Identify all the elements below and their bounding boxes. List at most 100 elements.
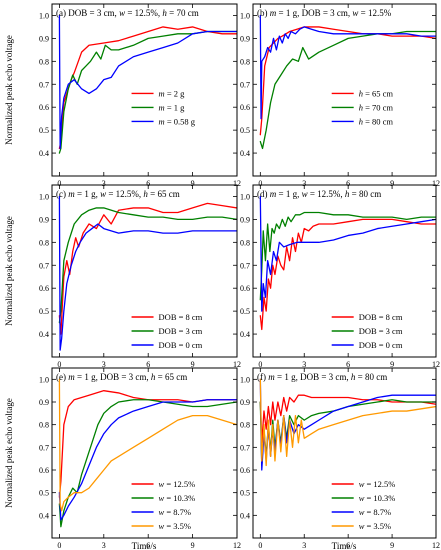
legend: DOB = 8 cm DOB = 3 cm DOB = 0 cm — [331, 312, 403, 350]
legend-label: w = 12.5% — [359, 479, 396, 489]
plot-frame — [252, 367, 437, 539]
x-tick-label: 12 — [432, 360, 440, 369]
x-axis-title: Time/s — [332, 541, 357, 550]
y-tick-label: 0.4 — [240, 330, 250, 339]
x-tick-label: 0 — [57, 179, 61, 188]
plot-frame — [252, 3, 437, 177]
panel-c: 0 3 6 9 12 0.4 0.5 0.6 0.7 0.8 0.9 1.0 (c) m = 1 g, … — [39, 184, 241, 369]
y-tick-label: 0.6 — [39, 103, 49, 112]
series-line-2 — [58, 207, 237, 324]
x-tick-label: 0 — [258, 541, 262, 550]
y-tick-label: 0.6 — [240, 466, 250, 475]
y-tick-label: 0.7 — [240, 80, 250, 89]
legend-label: DOB = 0 cm — [159, 340, 203, 350]
panel-b: 0 3 6 9 12 0.4 0.5 0.6 0.7 0.8 0.9 1.0 (b) m = 1 g, … — [240, 3, 440, 188]
series-group — [58, 14, 237, 154]
legend-label: w = 3.5% — [359, 521, 391, 531]
y-tick-label: 0.9 — [240, 398, 250, 407]
legend-label: w = 8.7% — [159, 507, 191, 517]
y-tick-label: 0.9 — [39, 215, 49, 224]
panel-title: (f) m = 1 g, DOB = 3 cm, h = 80 cm — [257, 372, 387, 382]
series-group — [259, 378, 436, 471]
x-tick-label: 6 — [146, 360, 150, 369]
y-tick-label: 1.0 — [240, 11, 250, 20]
y-tick-label: 1.0 — [39, 192, 49, 201]
plot-frame — [51, 3, 238, 177]
legend-label: h = 80 cm — [359, 116, 394, 126]
x-tick-label: 6 — [346, 541, 350, 550]
y-tick-label: 1.0 — [39, 11, 49, 20]
y-axis-title: Normalized peak echo voltage — [4, 216, 14, 326]
x-tick-label: 6 — [146, 179, 150, 188]
legend-label: DOB = 3 cm — [159, 326, 203, 336]
series-line-3 — [259, 14, 436, 120]
x-tick-label: 6 — [146, 541, 150, 550]
x-tick-label: 12 — [233, 360, 241, 369]
x-tick-label: 9 — [191, 541, 195, 550]
legend: DOB = 8 cm DOB = 3 cm DOB = 0 cm — [131, 312, 203, 350]
panel-title: (b) m = 1 g, DOB = 3 cm, w = 12.5% — [257, 8, 392, 18]
legend-label: m = 1 g — [159, 102, 186, 112]
y-tick-label: 0.9 — [240, 215, 250, 224]
x-tick-label: 3 — [302, 179, 306, 188]
y-tick-label: 0.7 — [240, 443, 250, 452]
y-tick-label: 0.4 — [39, 330, 49, 339]
legend-label: h = 65 cm — [359, 88, 394, 98]
x-tick-label: 0 — [57, 360, 61, 369]
x-tick-label: 9 — [390, 541, 394, 550]
x-tick-label: 0 — [258, 360, 262, 369]
legend: w = 12.5% w = 10.3% w = 8.7% w = 3.5% — [131, 479, 196, 531]
series-group — [58, 195, 237, 351]
y-tick-label: 1.0 — [39, 375, 49, 384]
legend: w = 12.5% w = 10.3% w = 8.7% w = 3.5% — [331, 479, 396, 531]
legend-label: DOB = 8 cm — [359, 312, 403, 322]
y-tick-label: 0.4 — [240, 511, 250, 520]
x-tick-label: 9 — [191, 179, 195, 188]
y-tick-label: 0.7 — [39, 443, 49, 452]
x-tick-label: 3 — [302, 541, 306, 550]
y-tick-label: 0.8 — [240, 57, 250, 66]
plot-frame — [51, 367, 238, 539]
series-line-4 — [58, 378, 237, 512]
x-tick-label: 12 — [432, 541, 440, 550]
legend-label: m = 2 g — [159, 88, 186, 98]
y-tick-label: 0.5 — [39, 126, 49, 135]
panel-title: (d) m = 1 g, w = 12.5%, h = 80 cm — [257, 189, 381, 199]
series-line-2 — [58, 399, 237, 528]
y-tick-label: 0.4 — [39, 511, 49, 520]
x-tick-label: 12 — [233, 179, 241, 188]
y-tick-label: 0.4 — [39, 149, 49, 158]
panel-title: (a) DOB = 3 cm, w = 12.5%, h = 70 cm — [56, 8, 199, 18]
y-tick-label: 0.5 — [240, 489, 250, 498]
legend: h = 65 cm h = 70 cm h = 80 cm — [331, 88, 394, 126]
x-tick-label: 0 — [57, 541, 61, 550]
y-tick-label: 0.8 — [39, 57, 49, 66]
series-line-3 — [58, 399, 237, 521]
y-tick-label: 1.0 — [240, 192, 250, 201]
y-tick-label: 0.5 — [240, 307, 250, 316]
y-axis-title: Normalized peak echo voltage — [4, 398, 14, 508]
panel-title: (c) m = 1 g, w = 12.5%, h = 65 cm — [56, 189, 180, 199]
x-tick-label: 12 — [432, 179, 440, 188]
y-axis-title: Normalized peak echo voltage — [4, 35, 14, 145]
y-tick-label: 0.5 — [39, 489, 49, 498]
series-line-2 — [259, 211, 436, 301]
y-tick-label: 0.9 — [240, 34, 250, 43]
series-group — [58, 378, 237, 528]
y-tick-label: 1.0 — [240, 375, 250, 384]
series-group — [259, 195, 436, 331]
x-tick-label: 6 — [346, 179, 350, 188]
y-tick-label: 0.6 — [240, 284, 250, 293]
series-line-1 — [259, 26, 436, 136]
panel-e: 0 3 6 9 12 0.4 0.5 0.6 0.7 0.8 0.9 1.0 (e) m = 1 g, … — [39, 367, 241, 550]
series-line-3 — [58, 195, 237, 351]
legend-label: DOB = 0 cm — [359, 340, 403, 350]
y-tick-label: 0.8 — [39, 238, 49, 247]
y-tick-label: 0.7 — [39, 261, 49, 270]
legend-label: h = 70 cm — [359, 102, 394, 112]
panel-a: 0 3 6 9 12 0.4 0.5 0.6 0.7 0.8 0.9 1.0 (a) DOB = 3 c… — [39, 3, 241, 188]
legend: m = 2 g m = 1 g m = 0.58 g — [131, 88, 196, 126]
legend-label: w = 10.3% — [159, 493, 196, 503]
y-tick-label: 0.8 — [240, 238, 250, 247]
